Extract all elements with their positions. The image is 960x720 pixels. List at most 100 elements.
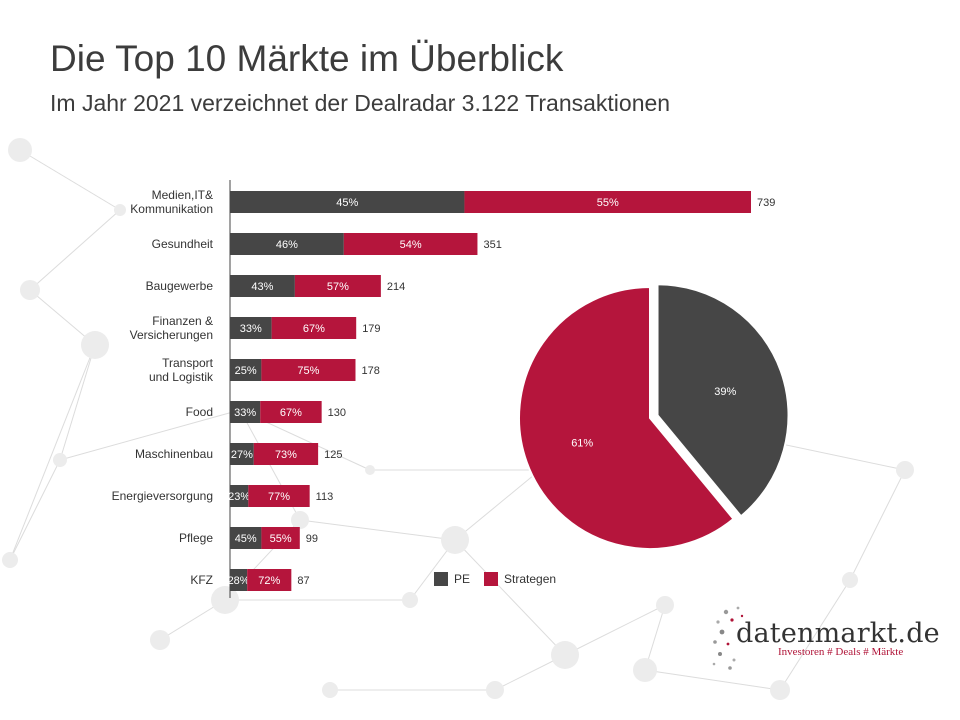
bar-strategen — [253, 443, 319, 465]
category-label-line: KFZ — [190, 573, 213, 587]
network-link — [59, 344, 96, 461]
dots-icon — [712, 606, 744, 670]
category-label-line: Versicherungen — [130, 328, 213, 342]
bar-pe — [230, 569, 248, 591]
category-label: Medien,IT& Kommunikation — [130, 188, 213, 216]
bar-strategen — [260, 401, 322, 423]
category-label-line: Gesundheit — [152, 237, 214, 251]
network-node — [114, 204, 126, 216]
bar-total-label: 125 — [324, 449, 342, 461]
bar-pe-label: 46% — [276, 239, 298, 251]
bar-strategen-label: 54% — [400, 239, 422, 251]
bar-pe-label: 33% — [234, 407, 256, 419]
bar-pe-label: 28% — [228, 575, 250, 587]
bar-strategen — [261, 527, 300, 549]
network-node — [656, 596, 674, 614]
bar-strategen — [261, 359, 356, 381]
network-link — [779, 579, 851, 691]
bar-strategen-label: 67% — [303, 323, 325, 335]
network-node — [633, 658, 657, 682]
category-label-line: Kommunikation — [130, 202, 213, 216]
network-node — [81, 331, 109, 359]
network-link — [644, 669, 781, 691]
bar-total-label: 99 — [306, 533, 318, 545]
logo-name: datenmarkt.de — [736, 618, 940, 649]
category-label: Maschinenbau — [135, 447, 213, 461]
bar-strategen — [294, 275, 381, 297]
category-label-line: Baugewerbe — [146, 279, 214, 293]
category-label-line: Finanzen & — [152, 314, 213, 328]
network-node — [842, 572, 858, 588]
network-node — [291, 511, 309, 529]
bar-pe-label: 23% — [228, 491, 250, 503]
bar-total-label: 179 — [362, 323, 380, 335]
pie-label-strategen: 61% — [571, 437, 593, 449]
legend-swatch-pe — [434, 572, 448, 586]
bar-total-label: 113 — [316, 491, 334, 503]
bar-total-label: 351 — [483, 239, 501, 251]
bar-total-label: 130 — [328, 407, 346, 419]
pie-slice-pe — [656, 283, 790, 518]
bar-strategen-label: 75% — [297, 365, 319, 377]
network-node — [20, 280, 40, 300]
bar-pe-label: 45% — [235, 533, 257, 545]
bar-pe-label: 27% — [231, 449, 253, 461]
bar-strategen-label: 72% — [258, 575, 280, 587]
category-label: Finanzen & Versicherungen — [130, 314, 213, 342]
bar-pe — [230, 359, 262, 381]
bar-total-label: 178 — [361, 365, 379, 377]
datenmarkt-logo: datenmarkt.de Investoren # Deals # Märkt… — [712, 604, 940, 674]
category-label: Pflege — [179, 531, 213, 545]
bar-pe-label: 25% — [235, 365, 257, 377]
network-link — [454, 539, 566, 656]
network-link — [564, 604, 666, 656]
bar-strategen-label: 55% — [597, 197, 619, 209]
bar-strategen — [247, 569, 292, 591]
network-link — [299, 519, 456, 541]
category-label-line: Pflege — [179, 531, 213, 545]
bar-pe-label: 33% — [240, 323, 262, 335]
network-link — [29, 209, 121, 291]
network-node — [486, 681, 504, 699]
category-label-line: Transport — [162, 356, 214, 370]
bar-pe — [230, 317, 272, 339]
network-link — [9, 459, 61, 561]
network-node — [441, 526, 469, 554]
network-node — [2, 552, 18, 568]
page-title: Die Top 10 Märkte im Überblick — [50, 38, 564, 79]
bar-pe — [230, 401, 261, 423]
network-node — [551, 641, 579, 669]
bar-pe — [230, 443, 254, 465]
category-label-line: Food — [186, 405, 213, 419]
page-subtitle: Im Jahr 2021 verzeichnet der Dealradar 3… — [50, 90, 671, 116]
network-node — [8, 138, 32, 162]
category-label: Gesundheit — [152, 237, 214, 251]
bar-pe — [230, 485, 249, 507]
network-node — [402, 592, 418, 608]
network-link — [849, 469, 906, 581]
bar-pe — [230, 527, 262, 549]
network-node — [53, 453, 67, 467]
category-label-line: Maschinenbau — [135, 447, 213, 461]
category-label: KFZ — [190, 573, 213, 587]
bar-strategen — [343, 233, 478, 255]
bar-pe-label: 43% — [251, 281, 273, 293]
bar-strategen-label: 57% — [327, 281, 349, 293]
legend-swatch-strategen — [484, 572, 498, 586]
bar-pe — [230, 233, 344, 255]
category-label-line: Medien,IT& — [152, 188, 213, 202]
category-label-line: und Logistik — [149, 370, 214, 384]
category-label: Food — [186, 405, 213, 419]
bar-strategen-label: 67% — [280, 407, 302, 419]
network-node — [770, 680, 790, 700]
category-label: Transport und Logistik — [149, 356, 214, 384]
bar-strategen-label: 77% — [268, 491, 290, 503]
network-link — [19, 149, 121, 211]
network-link — [9, 344, 96, 561]
legend-label-strategen: Strategen — [504, 572, 556, 586]
network-node — [896, 461, 914, 479]
bar-total-label: 87 — [297, 575, 309, 587]
pie-label-pe: 39% — [714, 386, 736, 398]
